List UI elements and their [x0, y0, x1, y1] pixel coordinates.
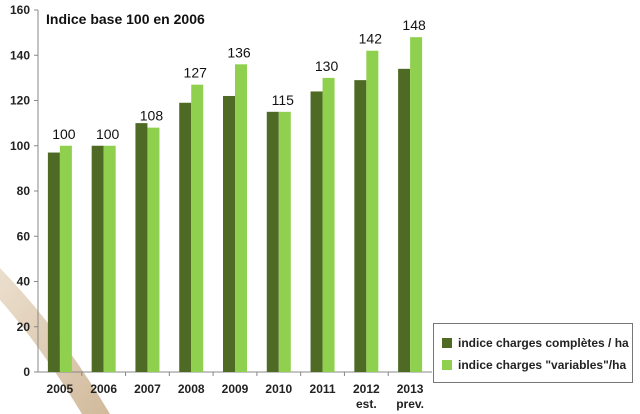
legend-swatch-complete	[442, 338, 452, 348]
data-label: 148	[402, 17, 426, 33]
data-label: 108	[140, 108, 164, 124]
bar-complete	[266, 111, 279, 372]
legend-item-variables: indice charges "variables"/ha	[442, 354, 632, 376]
bar-variables	[147, 127, 160, 373]
bar-complete	[179, 102, 192, 372]
bar-variables	[278, 111, 291, 372]
x-tick-sublabel: est.	[356, 397, 377, 411]
y-tick-label: 120	[10, 94, 30, 108]
legend-label-complete: indice charges complètes / ha	[458, 336, 629, 350]
data-label: 115	[272, 92, 295, 108]
x-tick-label: 2013	[397, 382, 424, 396]
bar-variables	[235, 64, 247, 373]
data-label: 127	[184, 65, 208, 81]
x-tick-label: 2009	[222, 382, 249, 396]
y-tick-label: 140	[10, 48, 30, 62]
data-labels: 100 100 108 127 136 115 130 142 148	[52, 17, 426, 142]
bar-complete	[47, 152, 60, 372]
data-label: 100	[96, 126, 120, 142]
bar-complete	[223, 95, 235, 372]
data-label: 142	[359, 31, 383, 47]
bar-variables	[366, 50, 379, 372]
y-axis: 0 20 40 60 80 100 120 140 160	[10, 3, 39, 379]
chart-title: Indice base 100 en 2006	[46, 11, 205, 27]
x-tick-label: 2005	[47, 382, 74, 396]
x-tick-label: 2010	[265, 382, 292, 396]
legend-swatch-variables	[442, 360, 452, 370]
legend-label-variables: indice charges "variables"/ha	[458, 358, 627, 372]
bar-complete	[310, 91, 323, 372]
bar-variables	[103, 145, 116, 372]
bars	[47, 37, 423, 373]
bar-variables	[191, 84, 204, 372]
legend: indice charges complètes / ha indice cha…	[433, 323, 633, 383]
bar-complete	[91, 145, 104, 372]
x-tick-label: 2011	[310, 382, 336, 396]
y-tick-label: 160	[10, 3, 30, 17]
bar-variables	[410, 37, 423, 373]
y-tick-label: 20	[17, 320, 31, 334]
bar-complete	[354, 80, 367, 372]
bar-complete	[398, 68, 411, 372]
x-tick-label: 2008	[178, 382, 205, 396]
y-tick-label: 100	[10, 139, 30, 153]
data-label: 136	[227, 44, 251, 60]
y-tick-label: 40	[17, 275, 31, 289]
y-tick-label: 0	[23, 365, 30, 379]
bar-complete	[135, 123, 148, 372]
data-label: 130	[315, 58, 339, 74]
x-tick-label: 2012	[353, 382, 380, 396]
bar-variables	[59, 145, 72, 372]
legend-item-complete: indice charges complètes / ha	[442, 332, 632, 354]
x-tick-sublabel: prev.	[396, 397, 424, 411]
x-tick-label: 2007	[134, 382, 161, 396]
bar-variables	[322, 77, 335, 372]
y-tick-label: 60	[17, 229, 31, 243]
x-tick-label: 2006	[90, 382, 117, 396]
data-label: 100	[52, 126, 76, 142]
y-tick-label: 80	[17, 184, 31, 198]
